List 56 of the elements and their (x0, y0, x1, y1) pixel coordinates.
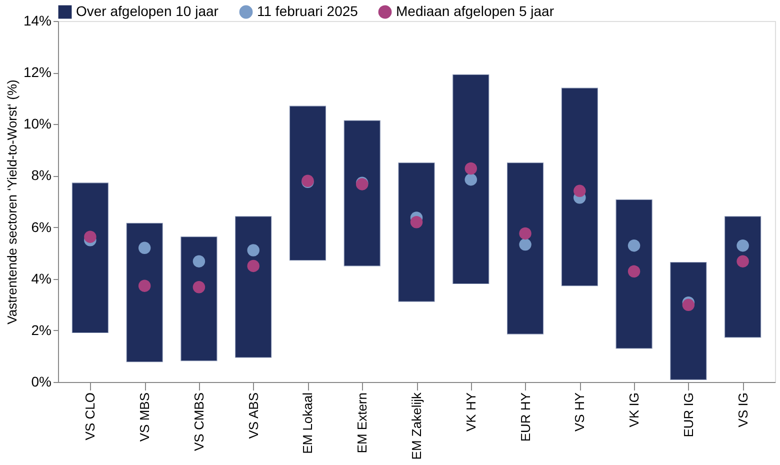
bar (235, 216, 272, 358)
point (628, 265, 640, 278)
point (247, 260, 260, 272)
bar (670, 262, 707, 380)
x-tick-label: VK HY (463, 392, 478, 432)
x-tick-label: EUR IG (680, 392, 696, 438)
x-tick-label: VS HY (572, 392, 588, 432)
bar (452, 74, 490, 284)
x-tick-label: VS MBS (137, 392, 152, 442)
point (84, 230, 96, 243)
point (574, 184, 586, 198)
legend-label: Over afgelopen 10 jaar (76, 3, 219, 19)
point (736, 239, 749, 252)
point (138, 242, 151, 254)
point (519, 238, 532, 251)
bar (72, 182, 108, 334)
bar (561, 88, 598, 286)
x-tick-label: EM Lokaal (300, 392, 316, 454)
bar (344, 120, 380, 266)
point (138, 280, 151, 292)
x-tick-label: VS ABS (246, 392, 261, 439)
y-tick-label: 14% (23, 12, 52, 28)
point (628, 239, 640, 252)
point (519, 227, 532, 240)
bar (180, 236, 218, 362)
x-tick-label: EUR HY (518, 392, 533, 442)
point (464, 173, 478, 186)
y-tick-label: 6% (31, 218, 52, 235)
bar (724, 216, 762, 338)
point (192, 255, 206, 268)
y-tick-label: 10% (23, 116, 52, 132)
x-tick-label: VK IG (626, 392, 642, 428)
y-tick-label: 8% (31, 167, 52, 184)
bar (616, 199, 652, 349)
point (247, 244, 260, 256)
y-tick-label: 12% (23, 64, 52, 80)
y-tick-label: 4% (31, 270, 52, 286)
point (192, 280, 206, 294)
bar (126, 222, 163, 362)
point (736, 255, 749, 268)
legend-label: 11 februari 2025 (257, 3, 358, 19)
x-tick-label: VS CMBS (191, 392, 206, 452)
bar (289, 106, 326, 261)
x-tick-label: VS CLO (82, 392, 98, 440)
point (464, 162, 478, 175)
point (682, 298, 695, 312)
point (410, 216, 423, 228)
y-tick-label: 0% (31, 374, 52, 390)
y-tick-label: 2% (31, 322, 52, 338)
x-tick-label: EM Zakelijk (409, 392, 424, 460)
bar (506, 162, 544, 334)
x-tick-label: EM Extern (354, 392, 370, 454)
y-axis-title: Vastrentende sectoren ‘Yield-to-Worst‘ (%) (4, 80, 20, 324)
legend-label: Mediaan afgelopen 5 jaar (396, 3, 554, 19)
x-tick-label: VS IG (735, 392, 750, 428)
bar (398, 162, 435, 302)
